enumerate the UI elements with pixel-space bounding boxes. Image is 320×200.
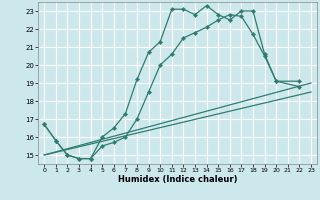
X-axis label: Humidex (Indice chaleur): Humidex (Indice chaleur) [118, 175, 237, 184]
